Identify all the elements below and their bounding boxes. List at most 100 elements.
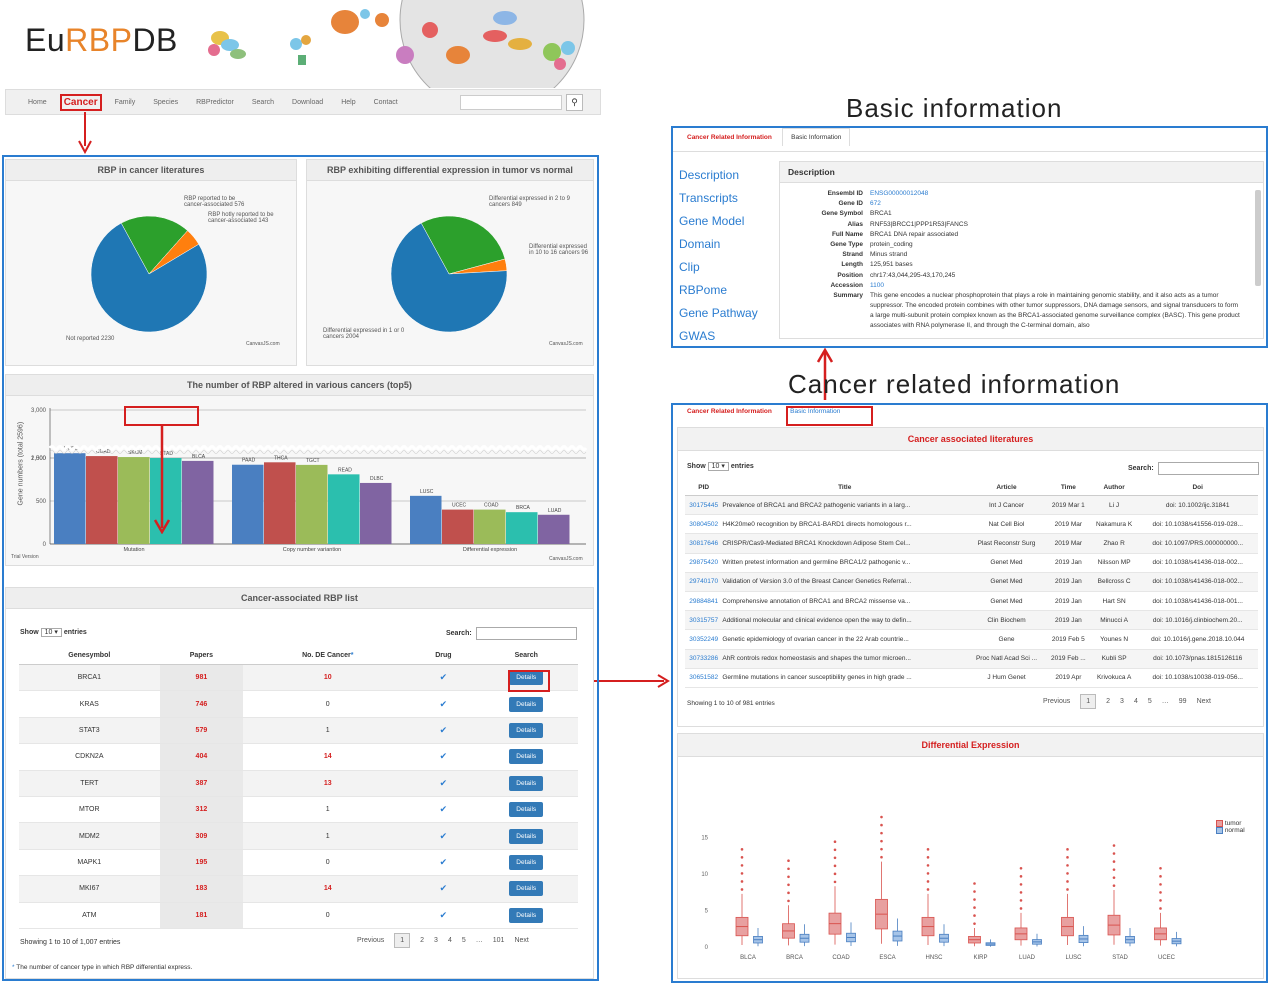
sidebar-item-rbpome[interactable]: RBPome [679,283,728,297]
nav-family[interactable]: Family [114,98,136,106]
page-3[interactable]: 3 [434,937,438,944]
nav-home[interactable]: Home [28,98,47,106]
lit-cell-pid[interactable]: 30817646 [685,533,723,554]
field-value[interactable]: 1100 [870,281,884,289]
lit-page-0[interactable]: Previous [1043,698,1071,705]
check-icon: ✔ [439,830,448,841]
page-4[interactable]: 4 [447,937,452,944]
details-button[interactable]: Details [509,722,544,738]
page-2[interactable]: 2 [420,937,425,944]
nav-species[interactable]: Species [153,98,179,106]
lit-cell-pid[interactable]: 30315757 [685,610,723,631]
entries-select[interactable]: 10 ▾ [40,628,62,637]
lit-page-2[interactable]: 2 [1106,698,1111,705]
details-button[interactable]: Details [509,854,544,870]
lit-length-control: Show 10 ▾ entries [687,462,754,471]
lit-col-time[interactable]: Time [1045,480,1091,496]
lit-col-title[interactable]: Title [722,480,968,496]
lit-page-1[interactable]: 1 [1080,694,1097,709]
lit-col-doi[interactable]: Doi [1137,480,1258,496]
nav-rbpredictor[interactable]: RBPredictor [196,98,234,106]
page-7[interactable]: 101 [492,937,505,944]
col-papers[interactable]: Papers [159,647,244,665]
tab-cancer-related[interactable]: Cancer Related Information [687,134,772,141]
details-button[interactable]: Details [509,749,544,765]
lit-cell-pid[interactable]: 30651582 [685,668,723,688]
gene-symbol[interactable]: MKI67 [19,875,160,903]
lit-col-pid[interactable]: PID [685,480,723,496]
page-5[interactable]: 5 [461,937,466,944]
box-outlier-BRCA [787,891,790,895]
list-search-input[interactable] [476,627,577,640]
page-8[interactable]: Next [514,937,529,944]
nav-search-input[interactable] [460,95,562,110]
details-button[interactable]: Details [509,907,544,923]
tab-basic[interactable]: Basic Information [782,128,851,146]
col-de-cancer[interactable]: No. DE Cancer* [243,647,413,665]
details-button[interactable]: Details [509,828,544,844]
lit-cell-pid[interactable]: 30733286 [685,649,723,669]
tab-basic-2[interactable]: Basic Information [790,408,841,415]
gene-symbol[interactable]: TERT [19,770,160,797]
field-value[interactable]: 672 [870,200,881,208]
sidebar-item-gwas[interactable]: GWAS [679,329,716,343]
page-6[interactable]: … [475,937,483,944]
lit-col-author[interactable]: Author [1090,480,1138,496]
lit-page-8[interactable]: Next [1196,698,1211,705]
page-0[interactable]: Previous [357,937,385,944]
gene-symbol[interactable]: MAPK1 [19,849,160,877]
col-drug[interactable]: Drug [412,647,475,665]
lit-cell-pid[interactable]: 30175445 [685,495,723,516]
tab-cancer-related-2[interactable]: Cancer Related Information [687,408,772,415]
lit-page-3[interactable]: 3 [1120,698,1124,705]
lit-cell-pid[interactable]: 30352249 [685,629,723,650]
site-logo[interactable]: EuRBPDB [25,22,178,59]
lit-cell-pid[interactable]: 29875420 [685,553,723,573]
lit-entries-select[interactable]: 10 ▾ [707,462,729,471]
nav-contact[interactable]: Contact [373,98,398,106]
lit-col-article[interactable]: Article [967,480,1046,496]
details-button[interactable]: Details [509,670,544,686]
sidebar-item-gene-model[interactable]: Gene Model [679,214,745,228]
nav-search[interactable]: Search [251,98,275,106]
lit-cell-pid[interactable]: 29740170 [685,572,723,592]
lit-cell-pid[interactable]: 30804502 [685,514,723,535]
sidebar-item-description[interactable]: Description [679,168,740,182]
col-search[interactable]: Search [474,647,578,665]
lit-page-5[interactable]: 5 [1147,698,1152,705]
lit-page-7[interactable]: 99 [1178,698,1187,705]
page-1[interactable]: 1 [394,933,411,948]
gene-symbol[interactable]: STAT3 [19,717,160,745]
sidebar-item-transcripts[interactable]: Transcripts [679,191,738,205]
papers-count: 309 [159,822,244,850]
sidebar-item-gene-pathway[interactable]: Gene Pathway [679,306,758,320]
description-scrollbar[interactable] [1255,190,1261,286]
field-value[interactable]: ENSG00000012048 [870,190,929,197]
search-icon[interactable]: ⚲ [566,94,583,111]
sidebar-item-domain[interactable]: Domain [679,237,721,251]
nav-help[interactable]: Help [341,98,356,106]
box-outlier-BRCA [787,899,790,903]
lit-page-6[interactable]: … [1161,698,1169,705]
box-outlier-COAD [833,864,837,868]
details-button[interactable]: Details [509,802,544,818]
details-button[interactable]: Details [509,696,544,712]
lit-cell-time: 2019 Mar [1045,533,1091,554]
lit-search-input[interactable] [1158,462,1259,475]
gene-symbol[interactable]: ATM [19,902,160,929]
gene-symbol[interactable]: KRAS [19,690,160,718]
details-button[interactable]: Details [509,881,544,897]
gene-symbol[interactable]: MTOR [19,796,160,824]
search-label: Search: [446,630,472,637]
nav-cancer[interactable]: Cancer [59,93,102,111]
sidebar-item-clip[interactable]: Clip [679,260,700,274]
lit-page-4[interactable]: 4 [1133,698,1138,705]
details-cell: Details [474,796,578,824]
col-genesymbol[interactable]: Genesymbol [19,647,160,665]
lit-cell-pid[interactable]: 29884841 [685,591,723,612]
nav-download[interactable]: Download [292,98,324,106]
gene-symbol[interactable]: BRCA1 [19,664,160,692]
gene-symbol[interactable]: CDKN2A [19,743,160,771]
details-button[interactable]: Details [509,775,544,791]
gene-symbol[interactable]: MDM2 [19,822,160,850]
